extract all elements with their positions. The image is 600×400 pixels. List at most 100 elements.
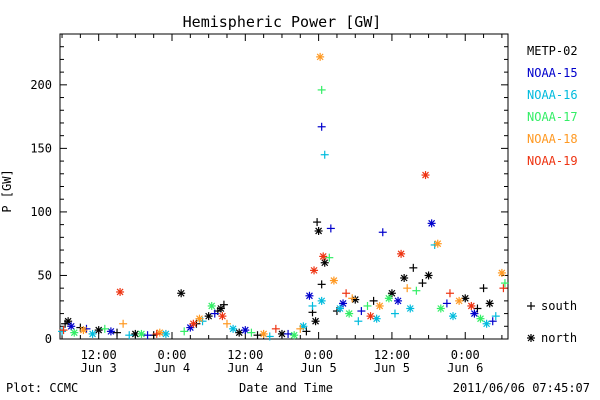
north-point-noaa-19 — [319, 252, 328, 261]
north-point-noaa-16 — [372, 314, 381, 323]
north-point-noaa-18 — [259, 329, 268, 338]
x-tick-label-time: 12:00 — [81, 348, 117, 362]
north-point-metp-02 — [400, 274, 409, 282]
south-point-noaa-18 — [296, 324, 305, 333]
north-point-noaa-15 — [427, 219, 436, 228]
north-point-noaa-17 — [70, 328, 79, 337]
south-point-noaa-17 — [500, 279, 509, 288]
north-point-noaa-18 — [155, 328, 164, 337]
north-point-noaa-19 — [421, 171, 430, 180]
south-point-noaa-16 — [308, 301, 317, 310]
south-point-noaa-16 — [354, 317, 363, 326]
y-tick-label: 100 — [30, 205, 52, 219]
south-point-noaa-17 — [325, 253, 334, 262]
north-point-noaa-18 — [195, 314, 204, 323]
y-axis-label: P [GW] — [0, 169, 14, 212]
south-point-noaa-17 — [412, 286, 421, 295]
north-point-noaa-16 — [229, 324, 238, 333]
x-tick-label-date: Jun 5 — [374, 361, 410, 375]
south-point-noaa-16 — [320, 150, 329, 159]
south-point-noaa-15 — [378, 228, 387, 237]
south-point-metp-02 — [317, 280, 326, 289]
south-point-noaa-16 — [265, 332, 274, 341]
north-point-noaa-15 — [470, 309, 479, 318]
north-point-noaa-16 — [317, 296, 326, 305]
north-point-metp-02 — [177, 289, 186, 298]
north-point-metp-02 — [314, 226, 323, 235]
north-point-metp-02 — [461, 294, 470, 303]
south-point-noaa-17 — [317, 85, 326, 94]
north-point-noaa-18 — [433, 239, 442, 248]
marker-legend-label: north — [541, 331, 577, 345]
south-point-noaa-18 — [119, 319, 128, 328]
marker-legend-star-icon — [527, 334, 535, 342]
north-point-noaa-17 — [345, 309, 354, 318]
north-point-noaa-19 — [366, 312, 375, 321]
y-tick-label: 200 — [30, 78, 52, 92]
north-point-noaa-18 — [316, 52, 325, 61]
y-tick-label: 0 — [45, 332, 52, 346]
north-point-noaa-18 — [375, 301, 384, 310]
chart-title: Hemispheric Power [GW] — [183, 13, 382, 31]
legend-item-noaa-17: NOAA-17 — [527, 110, 578, 124]
north-point-noaa-19 — [116, 287, 125, 296]
north-point-noaa-15 — [241, 326, 250, 335]
north-point-metp-02 — [94, 326, 103, 335]
south-point-noaa-15 — [442, 299, 451, 308]
south-point-noaa-17 — [100, 324, 109, 333]
x-tick-label-date: Jun 4 — [154, 361, 190, 375]
south-point-noaa-18 — [348, 294, 357, 303]
north-point-noaa-18 — [455, 296, 464, 305]
north-point-noaa-19 — [218, 312, 227, 321]
north-point-noaa-16 — [406, 304, 415, 313]
north-point-noaa-16 — [449, 312, 458, 321]
x-axis-label: Date and Time — [239, 381, 333, 395]
north-point-noaa-15 — [106, 327, 115, 336]
south-point-metp-02 — [409, 263, 418, 272]
marker-legend: south north — [527, 299, 577, 345]
x-tick-label-date: Jun 6 — [447, 361, 483, 375]
y-tick-label: 50 — [38, 268, 52, 282]
north-point-metp-02 — [204, 312, 213, 321]
south-point-noaa-18 — [403, 284, 412, 293]
south-point-noaa-17 — [363, 301, 372, 310]
north-point-noaa-15 — [305, 291, 314, 300]
x-tick-label-date: Jun 5 — [301, 361, 337, 375]
south-point-noaa-15 — [284, 329, 293, 338]
north-point-metp-02 — [485, 299, 494, 308]
south-point-noaa-15 — [326, 224, 335, 233]
north-point-noaa-16 — [161, 329, 170, 338]
legend: METP-02 NOAA-15 NOAA-16 NOAA-17 NOAA-18 NOAA-… — [527, 44, 578, 168]
south-point-noaa-19 — [59, 326, 68, 335]
south-point-noaa-16 — [125, 331, 134, 340]
north-point-metp-02 — [320, 258, 329, 267]
north-point-noaa-15 — [67, 322, 76, 331]
x-tick-label-time: 12:00 — [374, 348, 410, 362]
x-tick-label-date: Jun 4 — [227, 361, 263, 375]
legend-item-noaa-18: NOAA-18 — [527, 132, 578, 146]
south-point-noaa-16 — [491, 312, 500, 321]
south-point-noaa-19 — [445, 289, 454, 298]
north-point-metp-02 — [424, 271, 433, 280]
south-point-noaa-19 — [152, 329, 161, 338]
south-point-noaa-17 — [180, 327, 189, 336]
south-point-noaa-17 — [247, 328, 256, 337]
north-point-noaa-18 — [497, 268, 506, 277]
south-point-metp-02 — [479, 284, 488, 293]
x-tick-label-time: 0:00 — [304, 348, 333, 362]
north-point-noaa-16 — [482, 319, 491, 328]
x-tick-label-time: 0:00 — [158, 348, 187, 362]
north-point-noaa-19 — [397, 249, 406, 258]
south-point-noaa-15 — [488, 317, 497, 326]
north-point-noaa-19 — [189, 319, 198, 328]
south-point-noaa-16 — [58, 327, 67, 336]
y-tick-label: 150 — [30, 141, 52, 155]
south-point-metp-02 — [313, 218, 322, 227]
legend-item-noaa-16: NOAA-16 — [527, 88, 578, 102]
north-point-metp-02 — [235, 328, 244, 337]
footer-credit: Plot: CCMC — [6, 381, 78, 395]
x-tick-label-time: 12:00 — [227, 348, 263, 362]
north-point-noaa-16 — [88, 329, 97, 338]
south-point-noaa-19 — [271, 324, 280, 333]
